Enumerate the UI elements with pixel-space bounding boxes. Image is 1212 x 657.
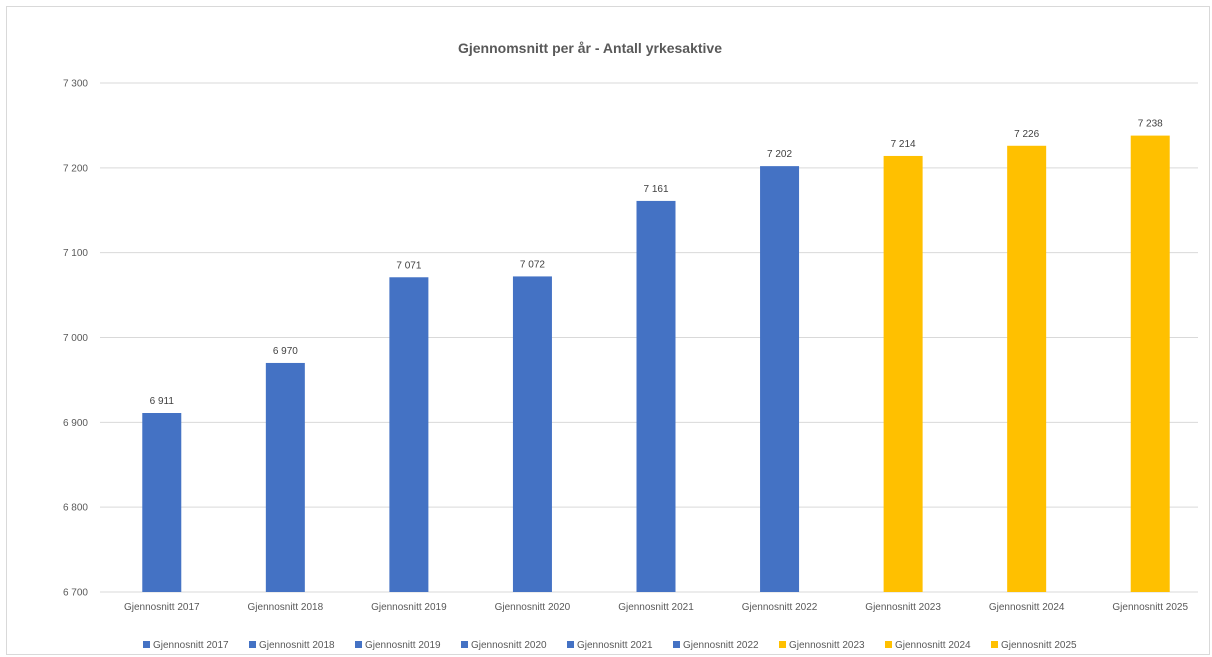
legend-swatch — [355, 641, 362, 648]
legend-label: Gjennosnitt 2019 — [365, 640, 441, 651]
legend-label: Gjennosnitt 2023 — [789, 640, 865, 651]
x-tick-label: Gjennosnitt 2018 — [248, 602, 324, 613]
legend-swatch — [885, 641, 892, 648]
chart-title: Gjennomsnitt per år - Antall yrkesaktive — [458, 40, 722, 56]
data-label: 7 072 — [520, 259, 545, 270]
data-label: 7 071 — [396, 260, 421, 271]
y-tick-label: 7 300 — [63, 79, 88, 90]
legend-swatch — [461, 641, 468, 648]
x-tick-label: Gjennosnitt 2019 — [371, 602, 447, 613]
bar — [142, 413, 182, 592]
x-tick-label: Gjennosnitt 2025 — [1112, 602, 1188, 613]
legend: Gjennosnitt 2017 Gjennosnitt 2018 Gjennosn… — [143, 640, 1077, 651]
y-axis-tick-labels: 6 700 6 800 6 900 7 000 7 100 7 200 7 300 — [63, 79, 88, 599]
data-labels: 6 911 6 970 7 071 7 072 7 161 7 202 7 214 7 226… — [150, 119, 1164, 407]
bar — [883, 155, 923, 592]
bar — [1130, 135, 1170, 592]
legend-swatch — [143, 641, 150, 648]
y-tick-label: 6 800 — [63, 503, 88, 514]
legend-label: Gjennosnitt 2018 — [259, 640, 335, 651]
legend-label: Gjennosnitt 2025 — [1001, 640, 1077, 651]
bar — [389, 277, 429, 592]
data-label: 7 226 — [1014, 129, 1039, 140]
x-tick-label: Gjennosnitt 2020 — [495, 602, 571, 613]
x-tick-label: Gjennosnitt 2021 — [618, 602, 694, 613]
bar — [265, 362, 305, 592]
x-tick-label: Gjennosnitt 2023 — [865, 602, 941, 613]
legend-label: Gjennosnitt 2024 — [895, 640, 971, 651]
x-axis-tick-labels: Gjennosnitt 2017 Gjennosnitt 2018 Gjennosn… — [124, 602, 1188, 613]
legend-swatch — [567, 641, 574, 648]
bar — [1007, 145, 1047, 592]
data-label: 7 214 — [891, 139, 916, 150]
data-label: 7 161 — [643, 184, 668, 195]
x-tick-label: Gjennosnitt 2024 — [989, 602, 1065, 613]
data-label: 6 970 — [273, 346, 298, 357]
legend-label: Gjennosnitt 2021 — [577, 640, 653, 651]
legend-swatch — [779, 641, 786, 648]
y-tick-label: 7 000 — [63, 333, 88, 344]
legend-label: Gjennosnitt 2022 — [683, 640, 759, 651]
data-label: 7 202 — [767, 149, 792, 160]
y-tick-label: 6 700 — [63, 588, 88, 599]
y-tick-label: 6 900 — [63, 418, 88, 429]
legend-swatch — [249, 641, 256, 648]
legend-swatch — [991, 641, 998, 648]
x-tick-label: Gjennosnitt 2022 — [742, 602, 818, 613]
legend-swatch — [673, 641, 680, 648]
y-tick-label: 7 200 — [63, 163, 88, 174]
data-label: 7 238 — [1138, 119, 1163, 130]
bars — [142, 135, 1170, 593]
y-tick-label: 7 100 — [63, 248, 88, 259]
data-label: 6 911 — [150, 396, 175, 407]
legend-label: Gjennosnitt 2020 — [471, 640, 547, 651]
legend-label: Gjennosnitt 2017 — [153, 640, 229, 651]
bar — [760, 166, 800, 593]
bar — [636, 200, 676, 592]
x-tick-label: Gjennosnitt 2017 — [124, 602, 200, 613]
bar — [512, 276, 552, 592]
